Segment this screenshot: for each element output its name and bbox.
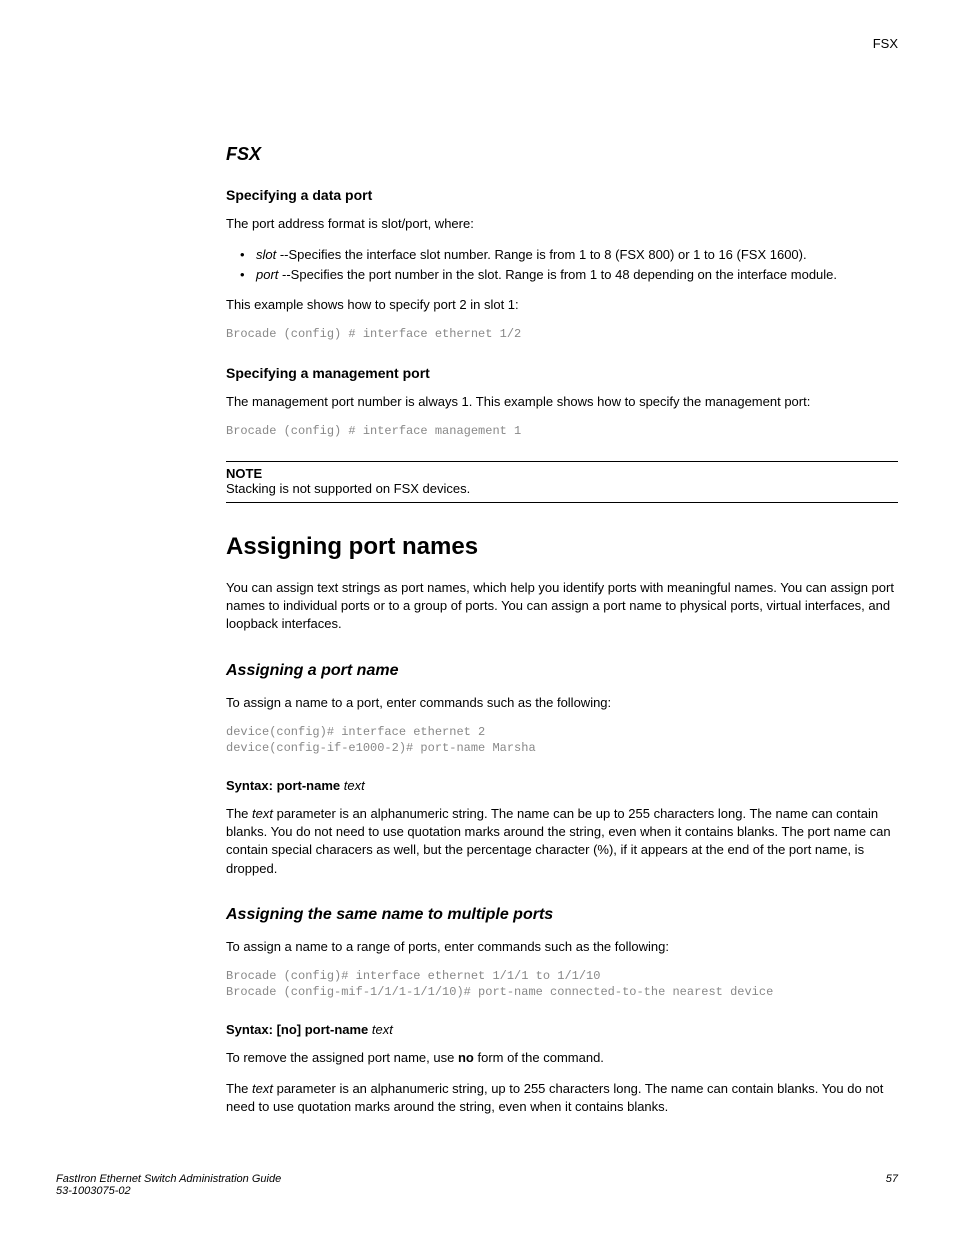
mgmt-port-intro: The management port number is always 1. … bbox=[226, 393, 898, 411]
para-pre: The bbox=[226, 806, 252, 821]
assigning-multi-para2: The text parameter is an alphanumeric st… bbox=[226, 1080, 898, 1116]
assigning-single-para: The text parameter is an alphanumeric st… bbox=[226, 805, 898, 878]
remove-bold: no bbox=[458, 1050, 474, 1065]
para-post: parameter is an alphanumeric string. The… bbox=[226, 806, 891, 876]
para-term: text bbox=[252, 806, 273, 821]
syntax-label: Syntax: [no] port-name bbox=[226, 1022, 372, 1037]
mgmt-port-heading: Specifying a management port bbox=[226, 365, 898, 381]
assigning-single-heading: Assigning a port name bbox=[226, 662, 898, 680]
remove-post: form of the command. bbox=[474, 1050, 604, 1065]
bullet-term: port bbox=[256, 267, 278, 282]
bullet-rest: --Specifies the interface slot number. R… bbox=[276, 247, 806, 262]
data-port-intro: The port address format is slot/port, wh… bbox=[226, 215, 898, 233]
assigning-single-code: device(config)# interface ethernet 2 dev… bbox=[226, 724, 898, 756]
note-text: Stacking is not supported on FSX devices… bbox=[226, 481, 898, 496]
assigning-multi-remove: To remove the assigned port name, use no… bbox=[226, 1049, 898, 1067]
syntax-label: Syntax: port-name bbox=[226, 778, 344, 793]
page: FSX FSX Specifying a data port The port … bbox=[0, 0, 954, 1235]
assigning-multi-heading: Assigning the same name to multiple port… bbox=[226, 906, 898, 924]
assigning-multi-code: Brocade (config)# interface ethernet 1/1… bbox=[226, 968, 898, 1000]
bullet-port: port --Specifies the port number in the … bbox=[244, 265, 898, 285]
para2-pre: The bbox=[226, 1081, 252, 1096]
bullet-rest: --Specifies the port number in the slot.… bbox=[278, 267, 837, 282]
assigning-multi-intro: To assign a name to a range of ports, en… bbox=[226, 938, 898, 956]
footer-title: FastIron Ethernet Switch Administration … bbox=[56, 1173, 281, 1185]
syntax-param: text bbox=[372, 1022, 393, 1037]
syntax-multi: Syntax: [no] port-name text bbox=[226, 1022, 898, 1037]
assigning-single-intro: To assign a name to a port, enter comman… bbox=[226, 694, 898, 712]
content-column: FSX Specifying a data port The port addr… bbox=[226, 36, 898, 1116]
footer-docnum: 53-1003075-02 bbox=[56, 1185, 281, 1197]
footer-left: FastIron Ethernet Switch Administration … bbox=[56, 1173, 281, 1197]
data-port-bullets: slot --Specifies the interface slot numb… bbox=[226, 245, 898, 284]
bullet-term: slot bbox=[256, 247, 276, 262]
remove-pre: To remove the assigned port name, use bbox=[226, 1050, 458, 1065]
assigning-port-names-heading: Assigning port names bbox=[226, 533, 898, 561]
fsx-heading: FSX bbox=[226, 144, 898, 165]
note-block: NOTE Stacking is not supported on FSX de… bbox=[226, 461, 898, 503]
para2-post: parameter is an alphanumeric string, up … bbox=[226, 1081, 883, 1114]
syntax-param: text bbox=[344, 778, 365, 793]
page-footer: FastIron Ethernet Switch Administration … bbox=[56, 1173, 898, 1197]
mgmt-port-code: Brocade (config) # interface management … bbox=[226, 423, 898, 439]
para2-term: text bbox=[252, 1081, 273, 1096]
note-label: NOTE bbox=[226, 466, 898, 481]
assigning-intro: You can assign text strings as port name… bbox=[226, 579, 898, 634]
bullet-slot: slot --Specifies the interface slot numb… bbox=[244, 245, 898, 265]
data-port-code: Brocade (config) # interface ethernet 1/… bbox=[226, 326, 898, 342]
syntax-single: Syntax: port-name text bbox=[226, 778, 898, 793]
footer-page-number: 57 bbox=[886, 1173, 898, 1197]
header-section-label: FSX bbox=[873, 36, 898, 51]
data-port-heading: Specifying a data port bbox=[226, 187, 898, 203]
data-port-example-intro: This example shows how to specify port 2… bbox=[226, 296, 898, 314]
